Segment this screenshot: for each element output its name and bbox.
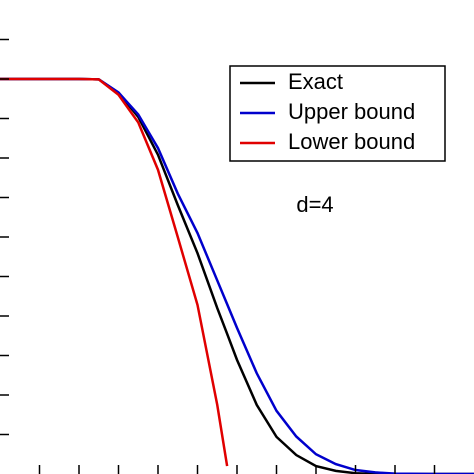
series-line — [0, 77, 229, 467]
legend-label: Upper bound — [288, 99, 415, 124]
legend-label: Lower bound — [288, 129, 415, 154]
legend-label: Exact — [288, 69, 343, 94]
annotation: d=4 — [296, 192, 333, 217]
